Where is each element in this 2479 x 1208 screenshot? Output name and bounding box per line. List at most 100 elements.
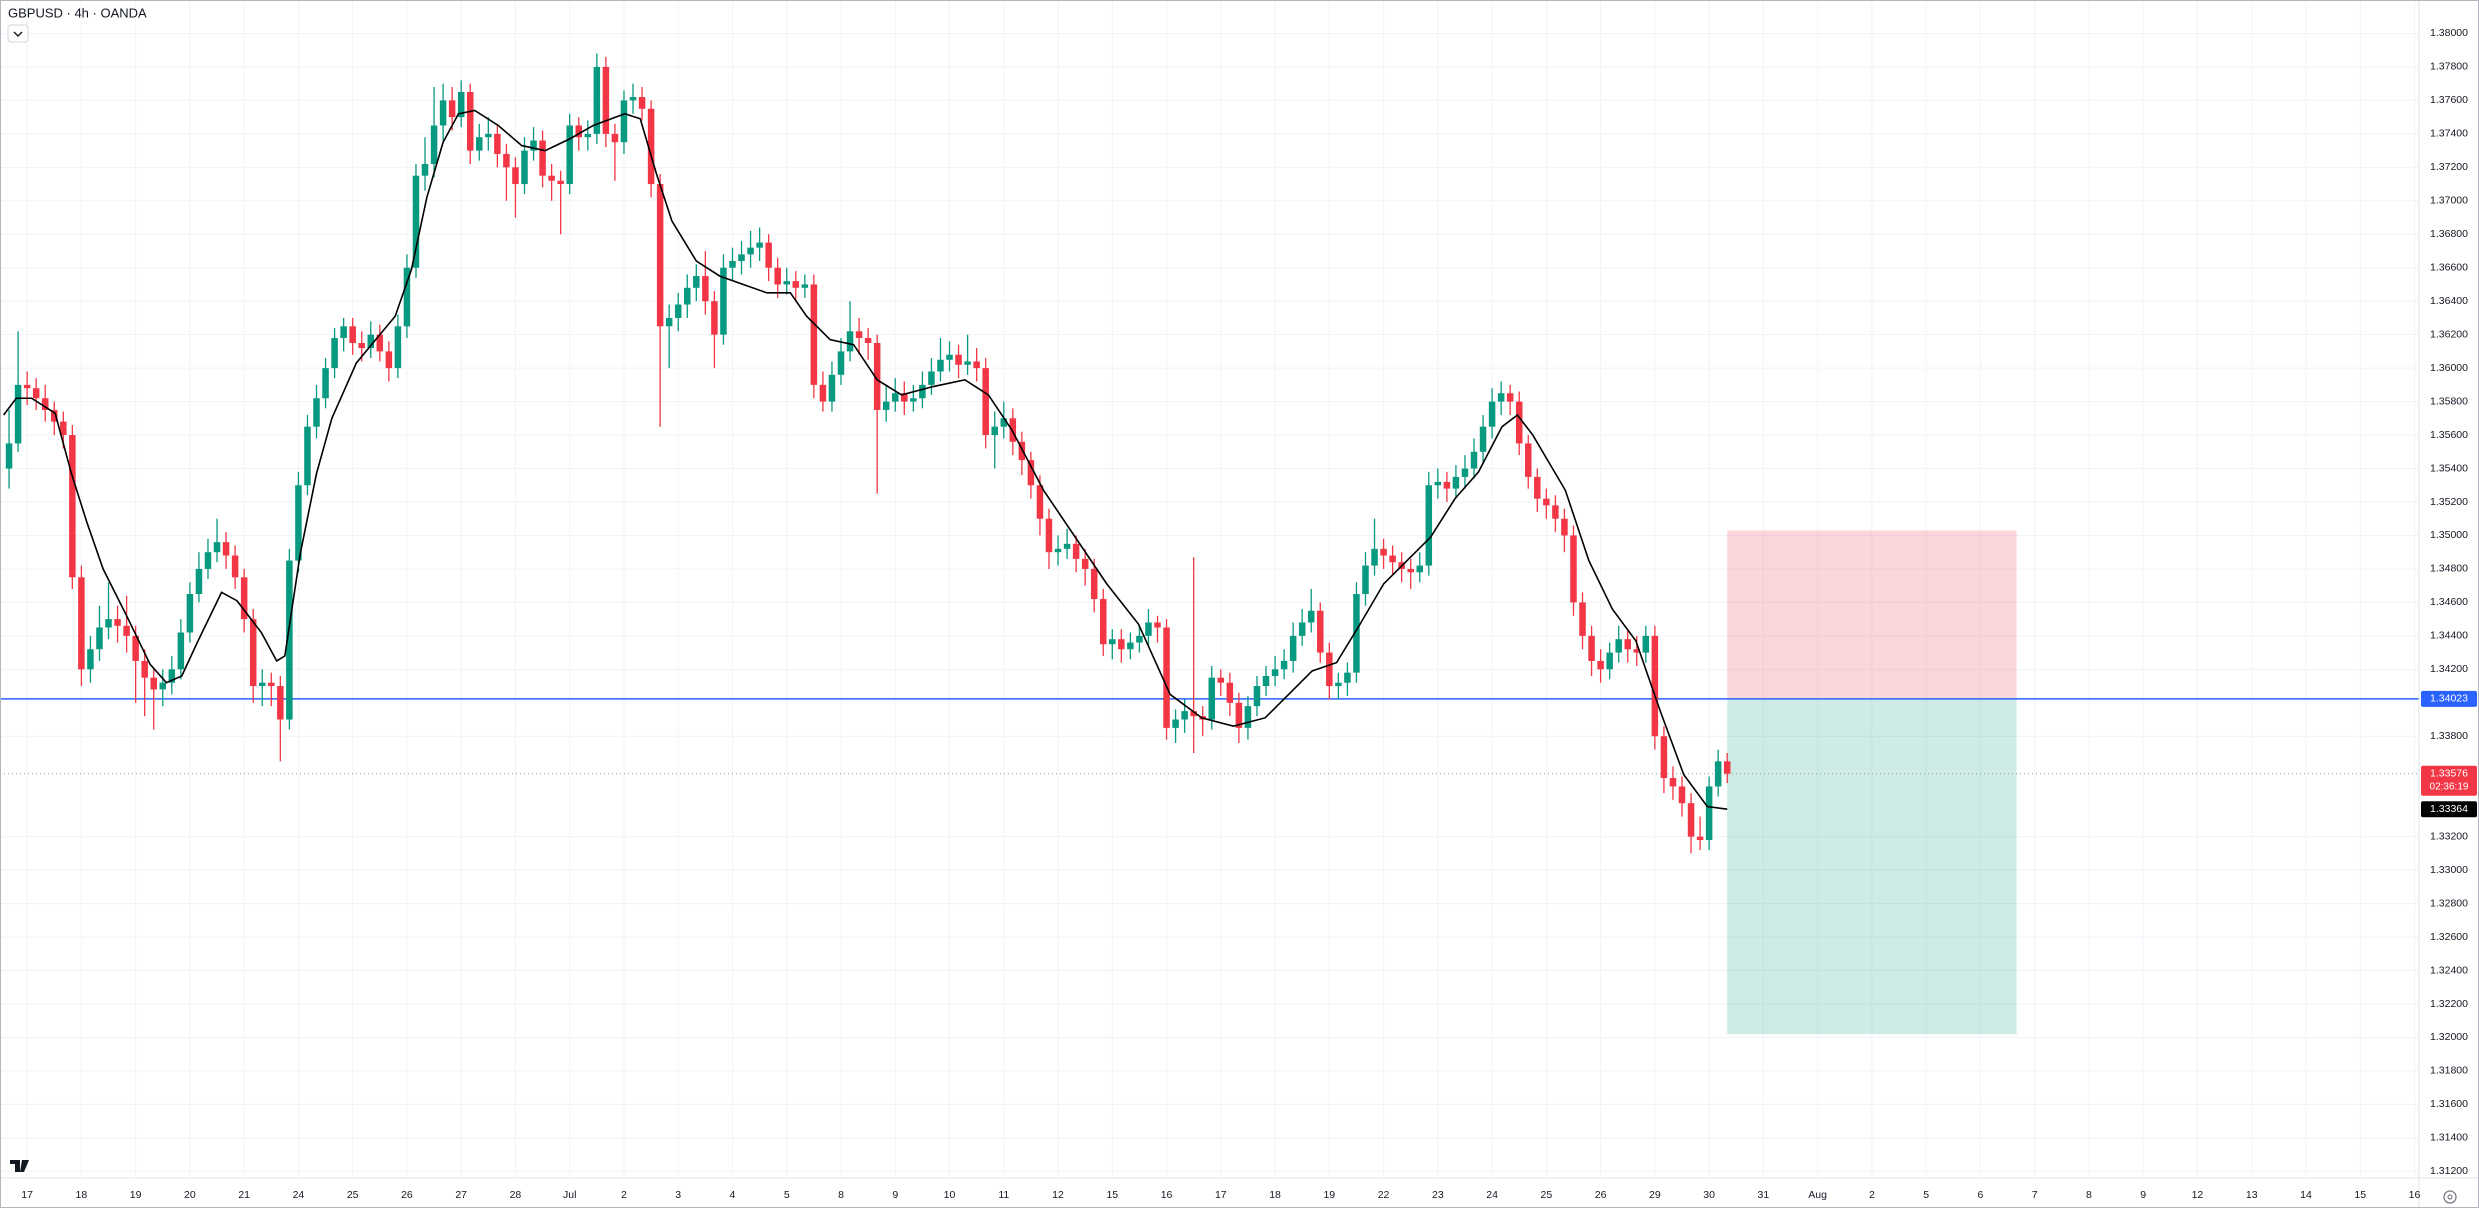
candle-body <box>819 384 827 402</box>
candle-body <box>132 635 139 661</box>
candle-body <box>258 682 266 687</box>
last-price-tag-bg <box>2421 765 2477 796</box>
candle-body <box>1543 498 1550 506</box>
candle-body <box>421 163 429 176</box>
candle-body <box>1307 610 1315 623</box>
candle-body <box>295 485 302 561</box>
candle-body <box>240 577 248 620</box>
settings-gear[interactable] <box>2443 1190 2457 1204</box>
candle-body <box>665 317 673 327</box>
candle-body <box>1063 543 1071 549</box>
y-tick-label: 1.37200 <box>2430 161 2468 173</box>
x-tick-label: 25 <box>347 1189 359 1201</box>
candle-body <box>1534 476 1541 499</box>
candle-body <box>575 125 583 138</box>
candle-body <box>1389 555 1396 563</box>
candle-body <box>503 153 510 168</box>
candle-body <box>684 287 691 305</box>
x-tick-label: 15 <box>2354 1189 2366 1201</box>
candle-body <box>114 619 121 626</box>
labels-layer: 1.38000 1.37800 1.37600 1.37400 1.37200 1.370… <box>21 27 2477 1201</box>
candle-body <box>123 625 130 636</box>
y-tick-label: 1.33800 <box>2430 730 2468 742</box>
candle-body <box>702 276 709 302</box>
candle-body <box>141 660 148 678</box>
y-tick-label: 1.31400 <box>2430 1132 2468 1144</box>
x-tick-label: 22 <box>1378 1189 1390 1201</box>
candle-body <box>810 284 818 385</box>
x-tick-label: 12 <box>2192 1189 2204 1201</box>
y-tick-label: 1.33200 <box>2430 830 2468 842</box>
tradingview-logo <box>10 1160 29 1172</box>
x-tick-label: 23 <box>1432 1189 1444 1201</box>
candle-body <box>964 361 971 365</box>
candle-body <box>1425 485 1433 566</box>
candle-body <box>1235 702 1243 728</box>
candle-body <box>937 359 944 372</box>
y-tick-label: 1.33000 <box>2430 864 2468 876</box>
x-tick-label: 6 <box>1977 1189 1983 1201</box>
candle-body <box>973 361 980 369</box>
candle-body <box>457 92 465 118</box>
candle-body <box>1045 518 1053 553</box>
candle-body <box>1154 622 1161 628</box>
candle-body <box>358 343 365 349</box>
settings-icon[interactable] <box>2443 1190 2457 1204</box>
x-tick-label: 8 <box>2086 1189 2092 1201</box>
candle-body <box>213 542 221 553</box>
candle-body <box>1669 778 1677 787</box>
candle-body <box>946 354 953 360</box>
candle-body <box>403 267 411 327</box>
y-tick-label: 1.36400 <box>2430 295 2468 307</box>
candle-body <box>1009 418 1017 442</box>
candle-body <box>69 435 76 578</box>
candle-body <box>1506 393 1514 402</box>
candle-body <box>349 326 356 344</box>
candle-body <box>1081 558 1089 569</box>
candle-body <box>602 66 610 134</box>
x-tick-label: 21 <box>238 1189 250 1201</box>
candle-body <box>1633 649 1641 653</box>
y-tick-label: 1.35000 <box>2430 529 2468 541</box>
y-tick-label: 1.35600 <box>2430 429 2468 441</box>
candle-body <box>611 133 619 143</box>
moving-average-line <box>2 109 1728 811</box>
x-tick-label: 24 <box>1486 1189 1498 1201</box>
candle-body <box>430 125 438 164</box>
candle-body <box>1362 565 1369 595</box>
candle-body <box>1570 535 1577 603</box>
candle-body <box>412 175 420 268</box>
candle-body <box>448 100 456 118</box>
y-tick-label: 1.32200 <box>2430 998 2468 1010</box>
x-tick-label: 16 <box>2409 1189 2421 1201</box>
chevron-icon <box>13 31 23 37</box>
candle-body <box>376 334 384 352</box>
last-price-tag: 1.33576 <box>2430 768 2468 780</box>
collapse-button[interactable] <box>7 24 29 43</box>
target-zone <box>1727 698 2017 1035</box>
hline-price-tag-bg <box>2421 690 2477 707</box>
candle-body <box>846 331 854 352</box>
candle-body <box>5 443 13 469</box>
candle-body <box>32 388 40 399</box>
candle-body <box>313 398 320 427</box>
candle-body <box>892 393 899 402</box>
candle-body <box>955 354 962 365</box>
candle-body <box>1036 485 1044 519</box>
chart-title: GBPUSD · 4h · OANDA <box>8 5 147 20</box>
candle-body <box>1497 393 1505 402</box>
candle-body <box>1723 761 1731 774</box>
candle-body <box>222 542 230 556</box>
candle-body <box>1000 418 1008 427</box>
grid-layer <box>0 0 2419 1178</box>
logo-shape <box>10 1160 29 1172</box>
candle-body <box>1443 481 1451 489</box>
candle-body <box>168 669 176 683</box>
settings-gear-center <box>2447 1194 2453 1200</box>
candle-body <box>1262 676 1270 687</box>
candle-body <box>1470 451 1478 469</box>
y-tick-label: 1.34600 <box>2430 596 2468 608</box>
candle-body <box>14 384 22 444</box>
candle-body <box>1027 460 1035 486</box>
